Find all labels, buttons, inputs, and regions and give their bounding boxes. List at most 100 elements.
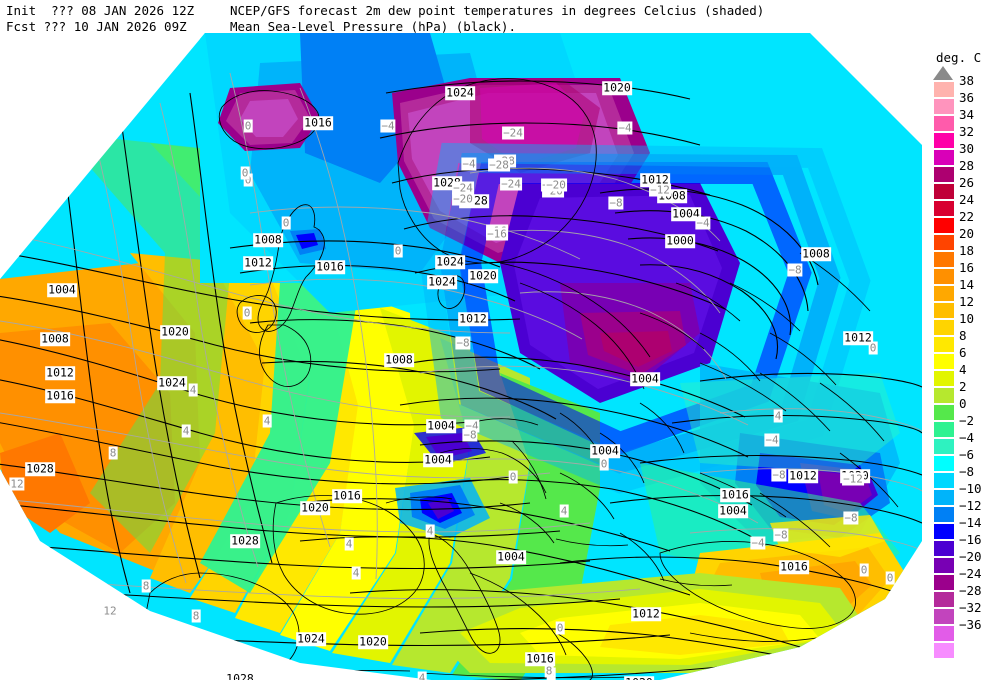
legend-tick-label: 22 <box>959 209 975 224</box>
legend-swatch <box>933 472 955 489</box>
up-triangle-icon <box>933 66 953 80</box>
isobar-label: 1004 <box>496 549 526 564</box>
legend-swatch <box>933 506 955 523</box>
legend-swatch <box>933 625 955 642</box>
legend-tick-label: 0 <box>959 396 967 411</box>
legend-swatch <box>933 421 955 438</box>
isobar-label: 1024 <box>296 631 326 646</box>
legend-swatch <box>933 115 955 132</box>
dewpoint-contour-label: −4 <box>461 157 477 171</box>
isobar-label: 1008 <box>801 246 831 261</box>
isobar-label: 1004 <box>47 282 77 297</box>
dewpoint-contour-label: −16 <box>486 227 508 241</box>
color-scale-legend[interactable]: deg. C 38 36 34 32 30 28 26 24 22 20 18 16 14 12 10 8 6 4… <box>928 50 1000 659</box>
map-header: Init ??? 08 JAN 2026 12Z Fcst ??? 10 JAN… <box>0 0 1000 40</box>
isobar-label: 1016 <box>779 559 809 574</box>
isobar-label: 1004 <box>590 443 620 458</box>
dewpoint-contour-label: 0 <box>859 563 869 577</box>
isobar-label: 1020 <box>468 268 498 283</box>
legend-tick-label: 32 <box>959 124 975 139</box>
dewpoint-contour-label: −8 <box>773 528 789 542</box>
legend-tick-label: 36 <box>959 90 975 105</box>
legend-swatch <box>933 251 955 268</box>
dewpoint-contour-label: −8 <box>455 336 471 350</box>
dewpoint-contour-label: −8 <box>843 511 859 525</box>
legend-swatch <box>933 200 955 217</box>
dewpoint-contour-label: 8 <box>141 579 151 593</box>
legend-tick-label: 2 <box>959 379 967 394</box>
legend-tick-label: 18 <box>959 243 975 258</box>
isobar-label: 1004 <box>718 503 748 518</box>
dewpoint-contour-label: 4 <box>188 383 198 397</box>
legend-tick-label: −32 <box>959 600 982 615</box>
legend-swatch <box>933 642 955 659</box>
legend-swatch <box>933 591 955 608</box>
legend-swatch <box>933 608 955 625</box>
dewpoint-contour-label: 0 <box>508 470 518 484</box>
dewpoint-contour-label: 0 <box>868 341 878 355</box>
dewpoint-contour-label: −8 <box>771 468 787 482</box>
legend-swatch <box>933 183 955 200</box>
legend-swatch <box>933 268 955 285</box>
legend-tick-label: −28 <box>959 583 982 598</box>
legend-tick-label: 8 <box>959 328 967 343</box>
dewpoint-contour-label: 4 <box>425 524 435 538</box>
legend-tick-label: 38 <box>959 73 975 88</box>
legend-tick-label: −8 <box>959 464 975 479</box>
legend-swatch <box>933 438 955 455</box>
legend-swatch <box>933 404 955 421</box>
isobar-label: 1012 <box>458 311 488 326</box>
legend-tick-label: −16 <box>959 532 982 547</box>
weather-map-canvas[interactable]: 1016 1008 1012 1016 1004 1008 1020 1012 1016 1024… <box>0 33 922 680</box>
map-title-line2: Mean Sea-Level Pressure (hPa) (black). <box>230 19 516 34</box>
isobar-label: 1024 <box>157 375 187 390</box>
legend-swatch <box>933 166 955 183</box>
dewpoint-contour-label: −8 <box>787 263 803 277</box>
legend-swatch <box>933 523 955 540</box>
isobar-label: 1008 <box>253 232 283 247</box>
dewpoint-contour-label: 4 <box>351 566 361 580</box>
legend-tick-label: 14 <box>959 277 975 292</box>
isobar-label: 1028 <box>25 461 55 476</box>
isobar-label: 1004 <box>426 418 456 433</box>
isobar-label: 1012 <box>631 606 661 621</box>
dewpoint-contour-label: 4 <box>344 537 354 551</box>
legend-tick-label: −12 <box>959 498 982 513</box>
isobar-label: 1024 <box>435 254 465 269</box>
legend-swatch <box>933 540 955 557</box>
dewpoint-contour-label: 0 <box>393 244 403 258</box>
legend-swatch <box>933 319 955 336</box>
legend-tick-label: −10 <box>959 481 982 496</box>
dewpoint-contour-label: 4 <box>773 409 783 423</box>
map-graphic <box>0 33 922 680</box>
dewpoint-contour-label: 0 <box>599 457 609 471</box>
isobar-label: 1012 <box>788 468 818 483</box>
legend-tick-label: −2 <box>959 413 975 428</box>
legend-tick-label: 30 <box>959 141 975 156</box>
legend-swatch <box>933 149 955 166</box>
dewpoint-contour-label: 4 <box>559 504 569 518</box>
isobar-label: 1016 <box>45 388 75 403</box>
legend-tick-label: −6 <box>959 447 975 462</box>
isobar-label: 1016 <box>525 651 555 666</box>
legend-swatch <box>933 81 955 98</box>
isobar-label: 1008 <box>384 352 414 367</box>
legend-tick-label: −36 <box>959 617 982 632</box>
dewpoint-contour-label: −12 <box>842 472 864 486</box>
dewpoint-contour-label: 8 <box>544 664 554 678</box>
legend-tick-label: 6 <box>959 345 967 360</box>
dewpoint-contour-label: −4 <box>617 121 633 135</box>
dewpoint-contour-label: −24 <box>500 177 522 191</box>
legend-tick-label: 34 <box>959 107 975 122</box>
dewpoint-contour-label: −24 <box>452 181 474 195</box>
dewpoint-contour-label: −28 <box>488 158 510 172</box>
dewpoint-contour-label: 4 <box>181 424 191 438</box>
isobar-label: 1000 <box>665 233 695 248</box>
dewpoint-contour-label: 8 <box>191 609 201 623</box>
isobar-label: 1028 <box>225 672 255 680</box>
legend-tick-label: 26 <box>959 175 975 190</box>
legend-swatch <box>933 455 955 472</box>
isobar-label: 1016 <box>720 487 750 502</box>
dewpoint-contour-label: −4 <box>380 119 396 133</box>
